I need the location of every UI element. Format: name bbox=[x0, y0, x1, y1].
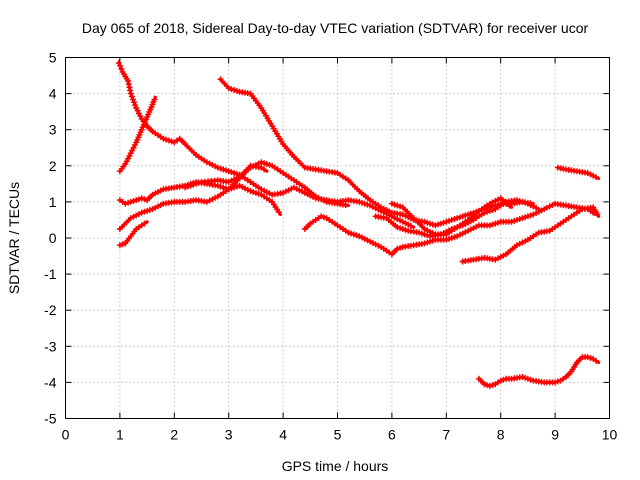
x-axis-title: GPS time / hours bbox=[282, 458, 389, 474]
series-markers bbox=[116, 96, 158, 175]
series-markers bbox=[475, 354, 599, 389]
series-s12 bbox=[475, 354, 601, 389]
x-tick-label: 10 bbox=[602, 427, 618, 443]
series-markers bbox=[182, 159, 349, 209]
x-tick-label: 5 bbox=[334, 427, 342, 443]
series-s7 bbox=[182, 159, 350, 209]
series-s8 bbox=[301, 200, 598, 258]
x-tick-label: 9 bbox=[551, 427, 559, 443]
series-s13 bbox=[554, 164, 601, 181]
x-tick-label: 4 bbox=[279, 427, 287, 443]
x-tick-label: 6 bbox=[388, 427, 396, 443]
x-tick-label: 7 bbox=[442, 427, 450, 443]
data-series-group bbox=[115, 59, 601, 389]
y-tick-label: 4 bbox=[49, 86, 57, 102]
y-tick-label: -2 bbox=[44, 302, 57, 318]
series-markers bbox=[301, 200, 597, 258]
x-tick-label: 3 bbox=[225, 427, 233, 443]
y-tick-label: 3 bbox=[49, 122, 57, 138]
chart-title: Day 065 of 2018, Sidereal Day-to-day VTE… bbox=[82, 20, 589, 36]
series-s2 bbox=[116, 95, 158, 175]
y-tick-label: 0 bbox=[49, 230, 57, 246]
series-s5 bbox=[116, 220, 149, 249]
y-tick-label: -4 bbox=[44, 374, 57, 390]
x-tick-label: 2 bbox=[170, 427, 178, 443]
series-markers bbox=[116, 220, 148, 249]
x-tick-label: 8 bbox=[497, 427, 505, 443]
series-markers bbox=[388, 195, 513, 238]
x-tick-label: 0 bbox=[62, 427, 70, 443]
series-s11 bbox=[459, 204, 601, 265]
y-tick-label: 2 bbox=[49, 158, 57, 174]
x-tick-label: 1 bbox=[116, 427, 124, 443]
y-tick-label: 1 bbox=[49, 194, 57, 210]
y-tick-label: -3 bbox=[44, 338, 57, 354]
y-tick-label: 5 bbox=[49, 50, 57, 66]
series-markers bbox=[459, 204, 601, 265]
y-tick-label: -5 bbox=[44, 411, 57, 427]
grid-lines bbox=[65, 57, 610, 419]
series-markers bbox=[554, 164, 599, 181]
series-s10 bbox=[388, 195, 514, 238]
axis-ticks: 0 1 2 3 4 5 6 7 8 9 10 -5 -4 -3 -2 -1 0 1 2 3 4 5 bbox=[44, 50, 617, 443]
y-tick-label: -1 bbox=[44, 266, 57, 282]
y-axis-title: SDTVAR / TECUs bbox=[6, 182, 22, 294]
